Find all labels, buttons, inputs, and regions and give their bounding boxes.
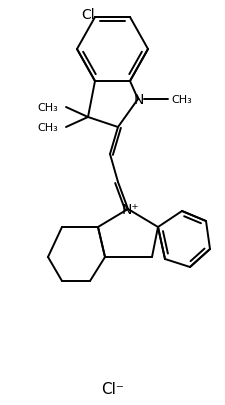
Text: CH₃: CH₃	[170, 95, 191, 105]
Text: Cl: Cl	[81, 8, 94, 22]
Text: N⁺: N⁺	[121, 202, 138, 216]
Text: CH₃: CH₃	[37, 123, 58, 133]
Text: CH₃: CH₃	[37, 103, 58, 113]
Text: Cl⁻: Cl⁻	[101, 382, 124, 396]
Text: N: N	[133, 93, 144, 107]
